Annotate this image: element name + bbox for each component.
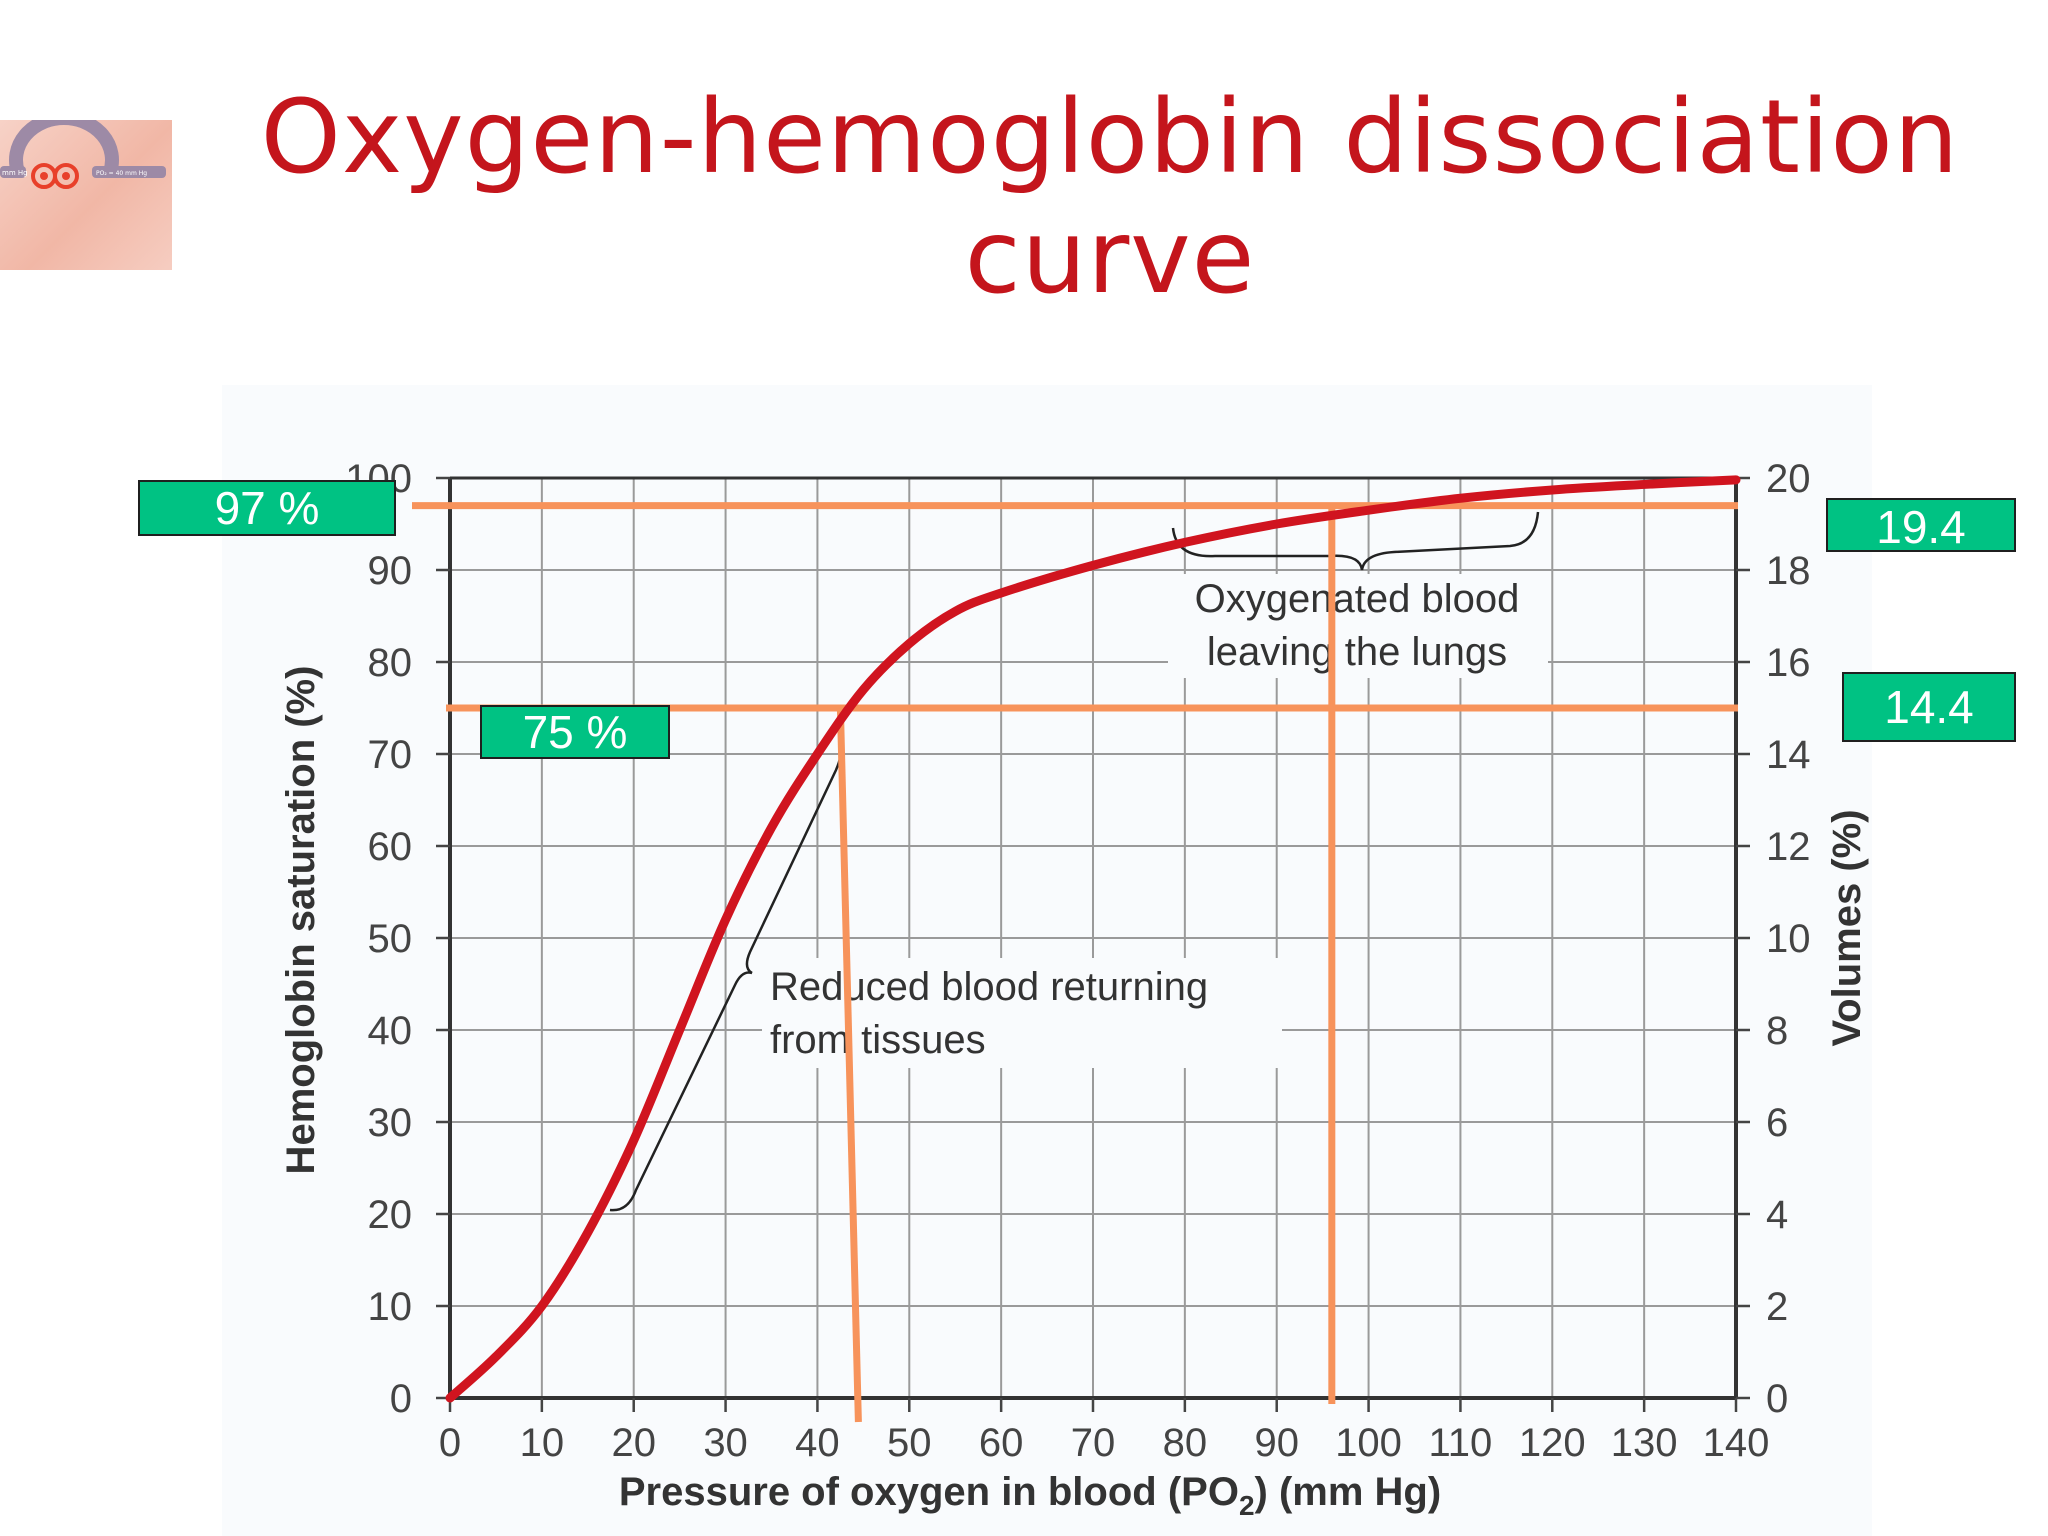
x-tick-label: 60 [979,1421,1024,1465]
dissociation-curve [445,475,1741,1403]
y-tick-label: 60 [368,825,413,869]
slide-title-line-2: curve [964,198,1256,317]
thumbnail-cell-right [53,163,79,189]
x-tick-label: 50 [887,1421,932,1465]
reduced-label-line-2: from tissues [770,1018,986,1062]
guide-line-vertical-42 [836,707,862,1423]
y-tick-label: 20 [368,1193,413,1237]
y-tick-label: 50 [368,917,413,961]
x-tick-label: 120 [1519,1421,1586,1465]
badge-14-4: 14.4 [1842,672,2016,742]
y2-tick-label: 12 [1766,825,1811,869]
oxygenated-label-line-2: leaving the lungs [1207,630,1507,674]
y2-tick-label: 2 [1766,1285,1788,1329]
y2-tick-label: 10 [1766,917,1811,961]
y-tick-label: 80 [368,641,413,685]
y2-axis-label: Volumes (%) [1825,809,1869,1046]
y2-tick-label: 20 [1766,457,1811,501]
x-tick-label: 140 [1703,1421,1770,1465]
y-axis-label: Hemoglobin saturation (%) [279,666,323,1175]
y2-tick-label: 16 [1766,641,1811,685]
x-tick-label: 20 [611,1421,656,1465]
x-tick-label: 80 [1163,1421,1208,1465]
y-tick-label: 0 [390,1377,412,1421]
x-tick-label: 90 [1254,1421,1299,1465]
slide-title: Oxygen-hemoglobin dissociation curve [260,78,1960,318]
thumbnail-cell-left-core [40,172,48,180]
slide-thumbnail: mm Hg PO₂ = 40 mm Hg [0,111,172,270]
thumbnail-bar-left [0,166,26,178]
thumbnail-cell-right-core [62,172,70,180]
oxygenated-label-line-1: Oxygenated blood [1195,577,1520,621]
x-tick-label: 0 [439,1421,461,1465]
x-axis-label: Pressure of oxygen in blood (PO2) (mm Hg… [619,1470,1441,1521]
y2-tick-label: 18 [1766,549,1811,593]
badge-19-4: 19.4 [1826,498,2016,553]
y2-tick-label: 6 [1766,1101,1788,1145]
slide-title-line-1: Oxygen-hemoglobin dissociation [260,78,1960,197]
x-tick-label: 70 [1071,1421,1116,1465]
x-tick-label: 10 [520,1421,565,1465]
x-tick-label: 40 [795,1421,840,1465]
reduced-label-line-1: Reduced blood returning [770,965,1208,1009]
thumbnail-label-left: mm Hg [2,169,28,177]
y2-tick-label: 8 [1766,1009,1788,1053]
oxygenated-blood-brace [1171,511,1540,571]
thumbnail-bar-right [92,166,166,178]
badge-97-percent: 97 % [138,480,396,536]
y2-tick-label: 14 [1766,733,1811,777]
y2-tick-label: 4 [1766,1193,1788,1237]
oxygenated-label-bg [1168,574,1548,678]
x-tick-label: 110 [1429,1421,1493,1465]
x-tick-label: 30 [703,1421,748,1465]
y2-tick-label: 0 [1766,1377,1788,1421]
y-tick-label: 10 [368,1285,413,1329]
y-tick-label: 30 [368,1101,413,1145]
y-tick-label: 90 [368,549,413,593]
x-tick-label: 130 [1611,1421,1678,1465]
y-tick-label: 40 [368,1009,413,1053]
thumbnail-label-right: PO₂ = 40 mm Hg [96,170,147,177]
x-tick-label: 100 [1335,1421,1402,1465]
badge-75-percent: 75 % [480,705,670,759]
y-tick-label: 70 [368,733,413,777]
